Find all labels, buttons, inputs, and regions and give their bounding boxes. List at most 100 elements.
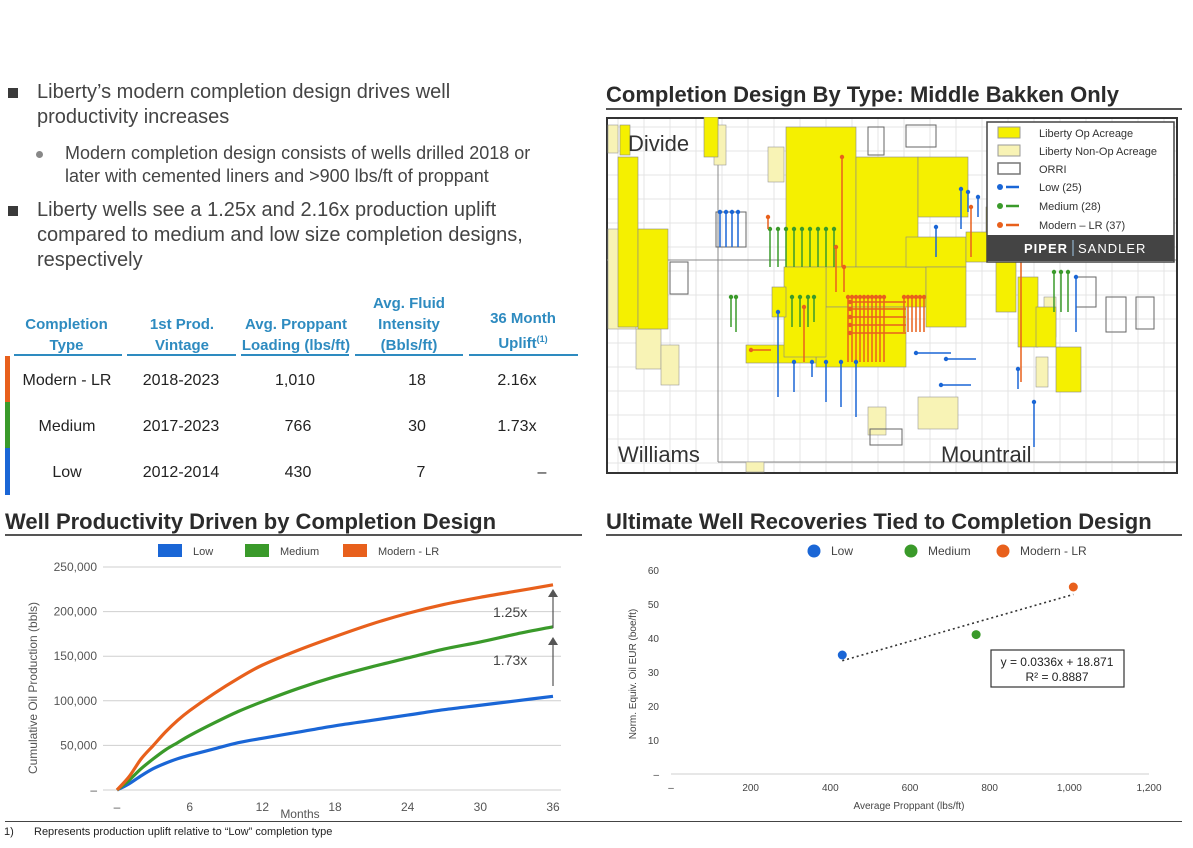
well-head	[841, 264, 847, 270]
subbullet-text: Modern completion design consists of wel…	[65, 142, 605, 188]
y-tick-label: 50,000	[60, 738, 97, 752]
well-head	[801, 304, 807, 310]
well-head	[729, 209, 735, 215]
well-head	[975, 194, 981, 200]
county-label-williams: Williams	[618, 442, 700, 467]
well-head	[881, 294, 887, 300]
x-tick-label: 18	[328, 800, 342, 814]
cell-uplift: –	[537, 464, 547, 481]
brand-bar	[987, 235, 1174, 261]
cell-vintage: 2017-2023	[142, 418, 220, 435]
cell-fluid: 7	[416, 464, 426, 481]
scatter-chart-title: Ultimate Well Recoveries Tied to Complet…	[606, 509, 1152, 534]
equation-box: y = 0.0336x + 18.871 R² = 0.8887	[990, 649, 1125, 688]
well-head	[853, 359, 859, 365]
legend-dot	[996, 544, 1010, 558]
legend-swatch	[158, 544, 182, 557]
title-rule	[5, 534, 582, 536]
well-head	[849, 294, 855, 300]
header-line: Loading (lbs/ft)	[241, 337, 351, 354]
x-tick-label: 1,200	[1136, 783, 1161, 794]
header-underline	[469, 354, 578, 356]
table-header: 1st Prod. Vintage	[126, 314, 238, 356]
well-head	[789, 294, 795, 300]
well-head	[811, 294, 817, 300]
green-well-icon	[997, 203, 1003, 209]
arrow-up-icon	[548, 637, 558, 645]
y-tick-label: 40	[648, 634, 660, 645]
series-line	[116, 694, 554, 792]
scatter-chart: Low Medium Modern - LR – 10 20 30 40 50 60 – 200 4…	[628, 544, 1162, 812]
x-tick-label: –	[668, 783, 674, 794]
x-tick-label: 6	[186, 800, 193, 814]
well-head	[815, 226, 821, 232]
footnote-number: 1)	[4, 826, 14, 838]
well-head	[765, 214, 771, 220]
header-line: 36 Month	[490, 310, 556, 327]
series-line	[115, 583, 554, 792]
well-head	[775, 226, 781, 232]
well-head	[917, 294, 923, 300]
well-head	[847, 314, 853, 320]
x-tick-label: 200	[742, 783, 759, 794]
cell-vintage: 2012-2014	[142, 464, 220, 481]
blue-well-icon	[997, 184, 1003, 190]
table-header: Avg. Fluid Intensity (Bbls/ft)	[354, 293, 464, 356]
well-sticks	[717, 154, 1079, 447]
y-tick-label: 10	[648, 736, 660, 747]
line-chart: Low Medium Modern - LR – 50,000 100,000 150,0…	[26, 544, 561, 821]
bullet-line: Liberty’s modern completion design drive…	[37, 81, 451, 103]
header-line: Intensity	[378, 316, 440, 333]
well-head	[805, 294, 811, 300]
well-head	[839, 154, 845, 160]
well-head	[938, 382, 944, 388]
table-header: Completion Type	[10, 314, 123, 356]
header-line: Avg. Fluid	[373, 295, 445, 312]
bullet-line: productivity increases	[37, 106, 230, 128]
well-head	[877, 294, 883, 300]
header-underline	[127, 354, 236, 356]
x-axis-ticks: – 200 400 600 800 1,000 1,200	[668, 783, 1162, 794]
legend-label: Low	[193, 546, 213, 558]
header-line: Vintage	[155, 337, 209, 354]
footer-rule	[5, 821, 1182, 822]
county-label-mountrail: Mountrail	[941, 442, 1031, 467]
footnote-ref: (1)	[536, 334, 548, 344]
well-head	[909, 294, 915, 300]
uplift-arrows: 1.25x 1.73x	[493, 589, 558, 686]
well-head	[748, 347, 754, 353]
table-header: Avg. Proppant Loading (lbs/ft)	[240, 314, 352, 356]
red-well-icon	[997, 222, 1003, 228]
well-head	[861, 294, 867, 300]
well-head	[1073, 274, 1079, 280]
well-head	[807, 226, 813, 232]
well-head	[933, 224, 939, 230]
well-head	[838, 359, 844, 365]
y-axis-ticks: – 50,000 100,000 150,000 200,000 250,000	[54, 560, 98, 797]
well-head	[847, 306, 853, 312]
header-underline	[241, 354, 349, 356]
legend-label: ORRI	[1039, 164, 1067, 176]
chart-legend: Low Medium Modern - LR	[158, 544, 439, 558]
x-tick-label: –	[114, 800, 121, 814]
cell-type: Low	[52, 464, 82, 481]
legend-dot	[904, 544, 918, 558]
y-tick-label: 30	[648, 668, 660, 679]
y-tick-label: 50	[648, 600, 660, 611]
well-head	[799, 226, 805, 232]
legend-label: Low (25)	[1039, 182, 1082, 194]
equation-frame	[990, 649, 1125, 688]
well-head	[905, 294, 911, 300]
bullet-line: respectively	[37, 249, 143, 271]
well-head	[791, 359, 797, 365]
footnote-text: Represents production uplift relative to…	[34, 826, 333, 838]
x-tick-label: 600	[902, 783, 919, 794]
legend-label: Modern - LR	[378, 546, 439, 558]
well-head	[775, 309, 781, 315]
brand-logo-right: SANDLER	[1078, 241, 1146, 256]
x-tick-label: 1,000	[1057, 783, 1082, 794]
well-head	[833, 244, 839, 250]
header-line: (Bbls/ft)	[380, 337, 438, 354]
legend-label: Medium (28)	[1039, 201, 1101, 213]
well-head	[847, 322, 853, 328]
